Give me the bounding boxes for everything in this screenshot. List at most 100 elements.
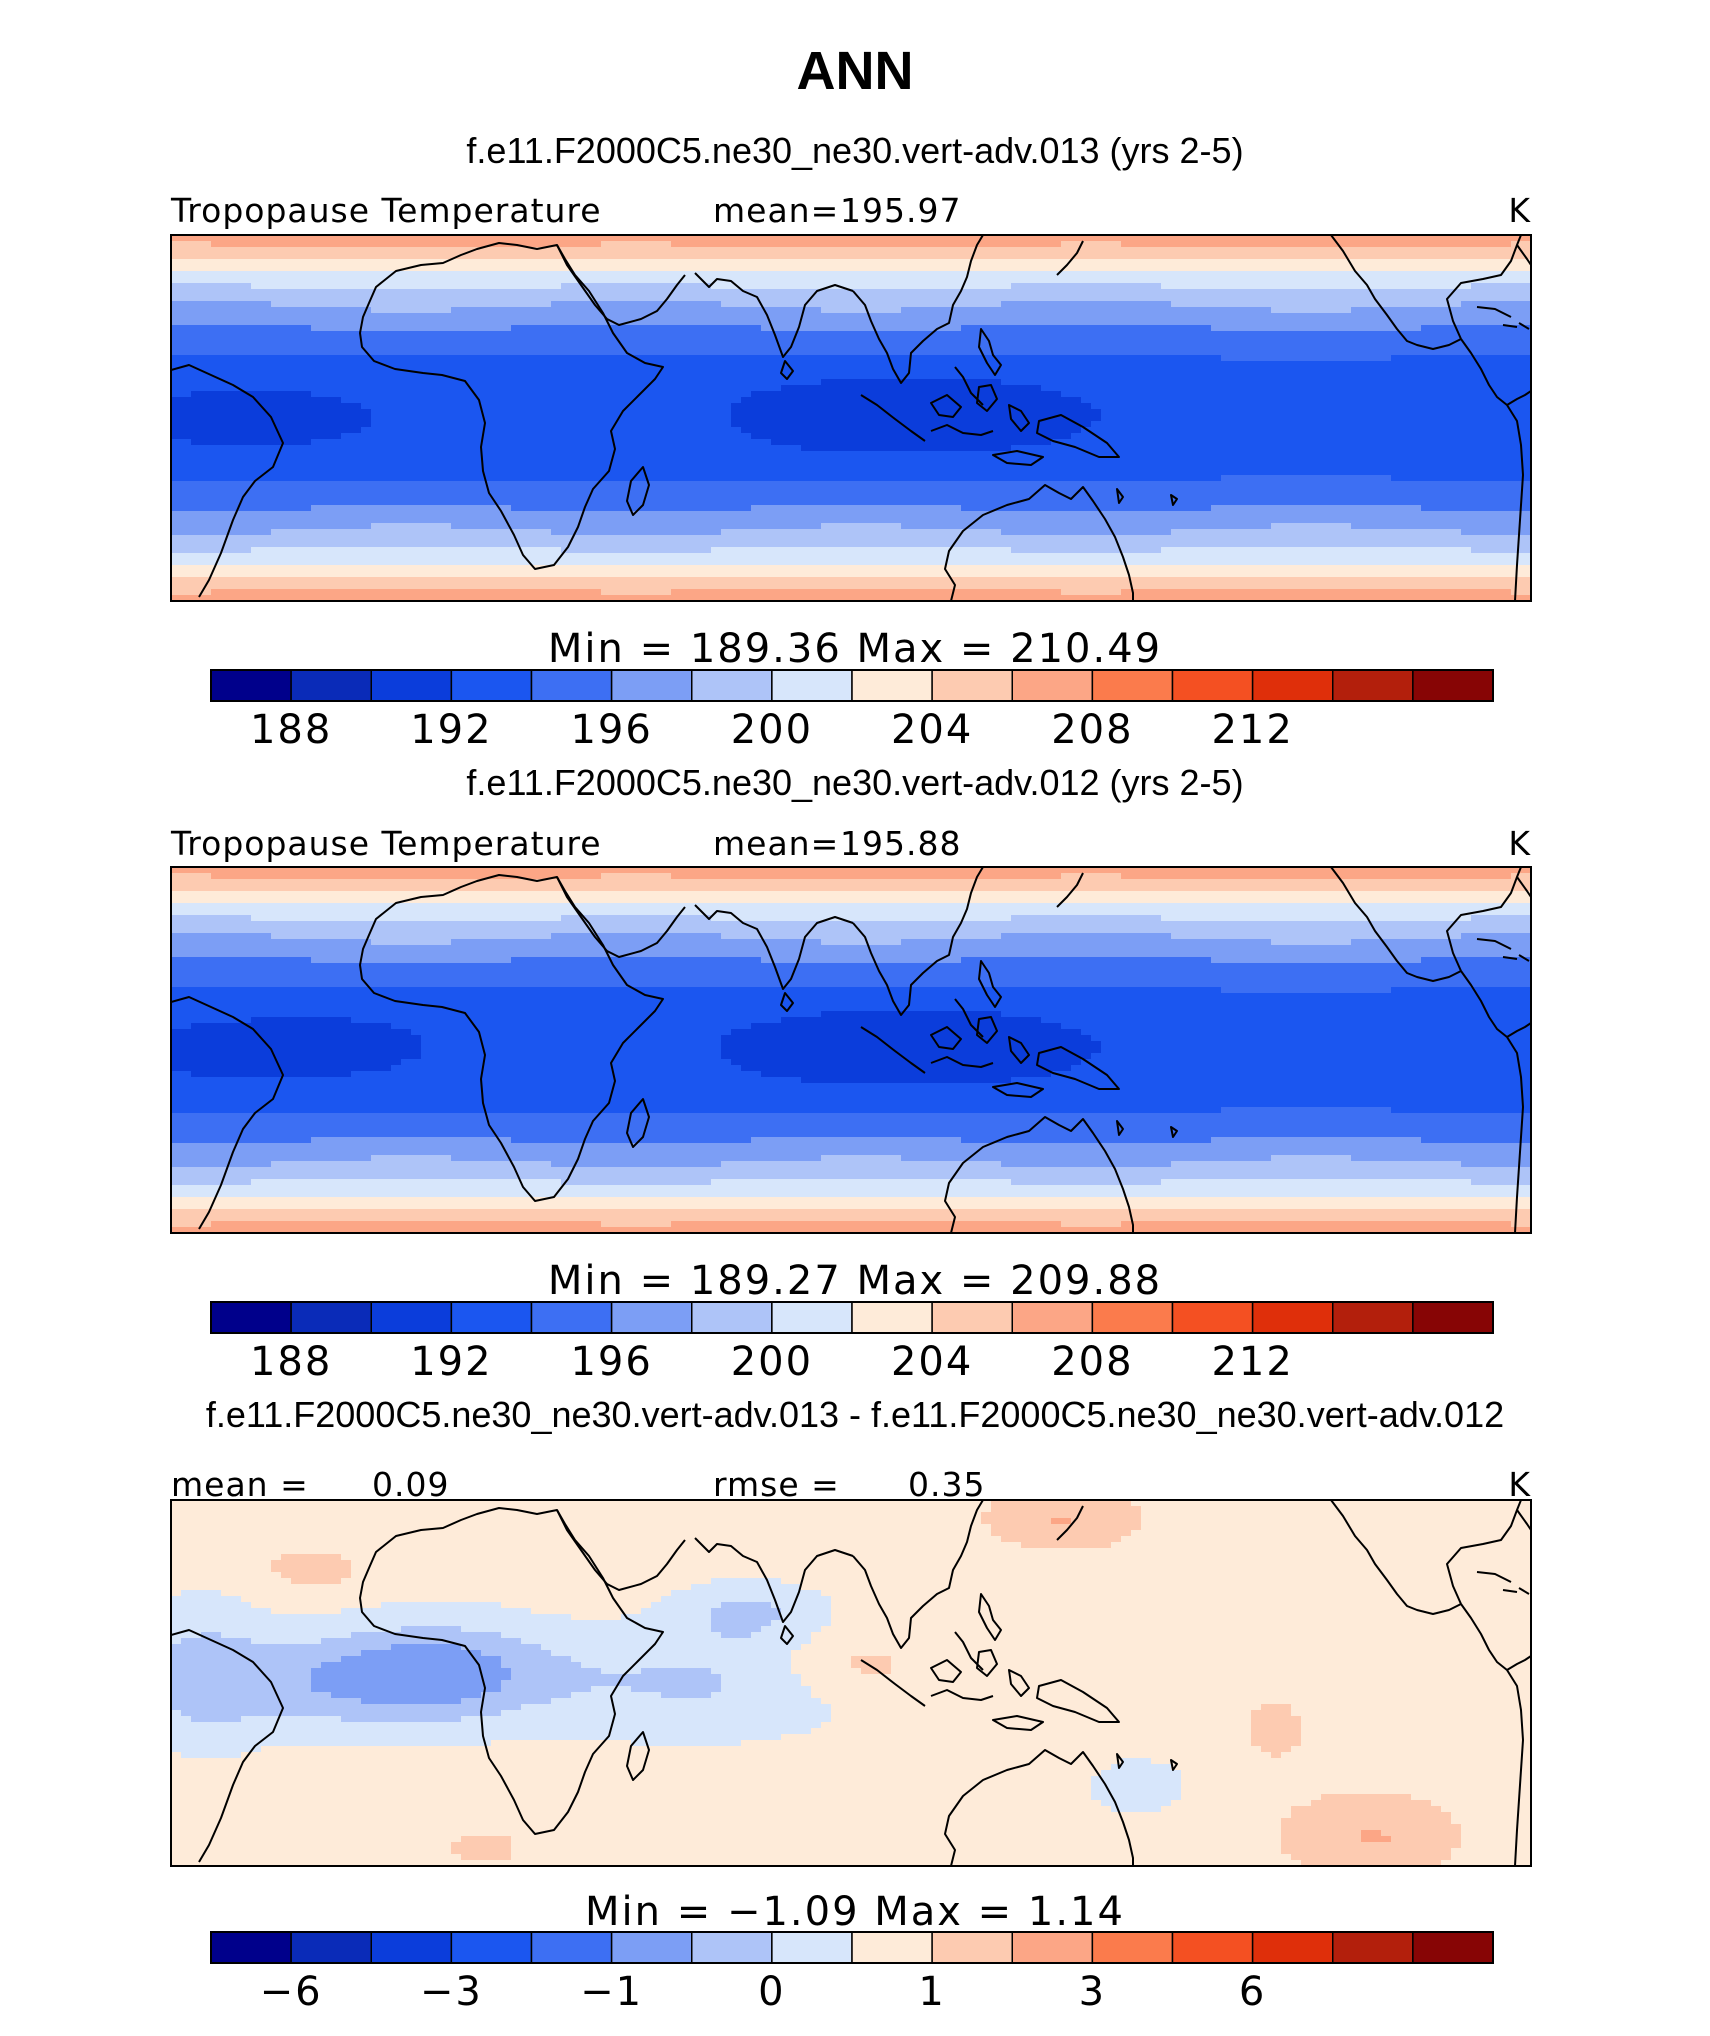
contour-cell (631, 1740, 742, 1747)
contour-cell (511, 1854, 1292, 1861)
contour-cell (171, 975, 1531, 982)
contour-cell (281, 1572, 352, 1579)
contour-cell (171, 589, 212, 596)
contour-cell (1461, 1842, 1531, 1849)
contour-cell (191, 391, 312, 398)
colorbar-swatch (210, 669, 292, 702)
contour-cell (251, 915, 562, 922)
contour-cell (171, 1806, 1112, 1813)
contour-cell (781, 385, 1042, 392)
contour-cell (1171, 1800, 1312, 1807)
contour-cell (1511, 589, 1531, 596)
contour-cell (371, 523, 452, 530)
contour-cell (641, 1608, 712, 1615)
contour-cell (671, 873, 1062, 880)
contour-cell (1101, 409, 1531, 416)
contour-cell (721, 301, 1002, 308)
contour-cell (1471, 915, 1531, 922)
contour-cell (251, 1017, 352, 1024)
contour-cell (601, 873, 672, 880)
contour-cell (1441, 1806, 1531, 1813)
contour-cell (621, 1614, 712, 1621)
contour-cell (171, 1215, 1531, 1222)
contour-cell (711, 1668, 792, 1675)
contour-cell (1081, 397, 1531, 404)
colorbar-swatch (1091, 1301, 1174, 1334)
contour-cell (731, 415, 1102, 422)
contour-cell (171, 1089, 1531, 1096)
contour-cell (1171, 1161, 1462, 1168)
contour-cell (371, 421, 732, 428)
contour-cell (561, 915, 712, 922)
contour-cell (1271, 1155, 1352, 1162)
contour-cell (1001, 529, 1172, 536)
contour-cell (751, 433, 1072, 440)
contour-cell (811, 1692, 1531, 1699)
contour-cell (1221, 987, 1392, 994)
contour-cell (341, 1656, 502, 1663)
contour-field (171, 867, 1531, 1233)
contour-cell (171, 1734, 782, 1741)
contour-cell (511, 1842, 1282, 1849)
contour-cell (171, 1077, 802, 1084)
contour-cell (211, 873, 602, 880)
contour-cell (1461, 1830, 1531, 1837)
units-label: K (1508, 1465, 1531, 1504)
contour-cell (981, 1518, 1052, 1525)
contour-cell (171, 529, 272, 536)
contour-cell (171, 1782, 1092, 1789)
contour-cell (171, 1029, 412, 1036)
colorbar-swatch (1091, 669, 1174, 702)
contour-cell (801, 1077, 1012, 1084)
contour-cell (661, 1692, 712, 1699)
contour-cell (551, 1650, 792, 1657)
colorbar-tick-label: 212 (1211, 707, 1293, 753)
colorbar-tick-label: 192 (410, 1339, 492, 1385)
contour-cell (561, 1179, 712, 1186)
contour-cell (1001, 1011, 1531, 1018)
contour-cell (361, 1698, 462, 1705)
contour-cell (1121, 1758, 1152, 1765)
contour-cell (731, 409, 1102, 416)
contour-cell (181, 1590, 222, 1597)
contour-cell (1391, 987, 1531, 994)
contour-cell (1161, 283, 1472, 290)
colorbar-swatch (210, 1931, 292, 1964)
contour-cell (831, 1602, 1531, 1609)
contour-cell (521, 1638, 812, 1645)
contour-cell (781, 1017, 1042, 1024)
contour-cell (711, 1692, 812, 1699)
contour-cell (171, 265, 1531, 272)
contour-cell (1221, 475, 1392, 482)
contour-cell (171, 283, 252, 290)
contour-cell (1091, 1788, 1182, 1795)
contour-cell (1291, 1806, 1442, 1813)
contour-cell (271, 1161, 552, 1168)
contour-cell (171, 1626, 402, 1633)
contour-cell (171, 1173, 1531, 1180)
colorbar-tick-label: −3 (420, 1969, 483, 2015)
contour-cell (341, 397, 742, 404)
contour-cell (361, 1650, 482, 1657)
contour-cell (171, 1836, 462, 1843)
contour-cell (1391, 475, 1531, 482)
contour-cell (211, 241, 602, 248)
colorbar-swatch (610, 1301, 693, 1334)
contour-cell (171, 1788, 1092, 1795)
contour-cell (1291, 1812, 1452, 1819)
contour-cell (891, 1662, 1531, 1669)
contour-cell (171, 487, 1531, 494)
contour-cell (1011, 445, 1531, 452)
contour-cell (171, 1608, 272, 1615)
contour-cell (1391, 1836, 1462, 1843)
contour-cell (171, 1698, 362, 1705)
contour-cell (171, 319, 1531, 326)
contour-cell (1511, 241, 1531, 248)
contour-cell (511, 1848, 1282, 1855)
contour-cell (311, 325, 512, 332)
colorbar-swatch (450, 1931, 533, 1964)
contour-cell (171, 1101, 1531, 1108)
colorbar-swatch (1251, 1301, 1334, 1334)
contour-cell (171, 987, 1222, 994)
contour-cell (271, 301, 552, 308)
